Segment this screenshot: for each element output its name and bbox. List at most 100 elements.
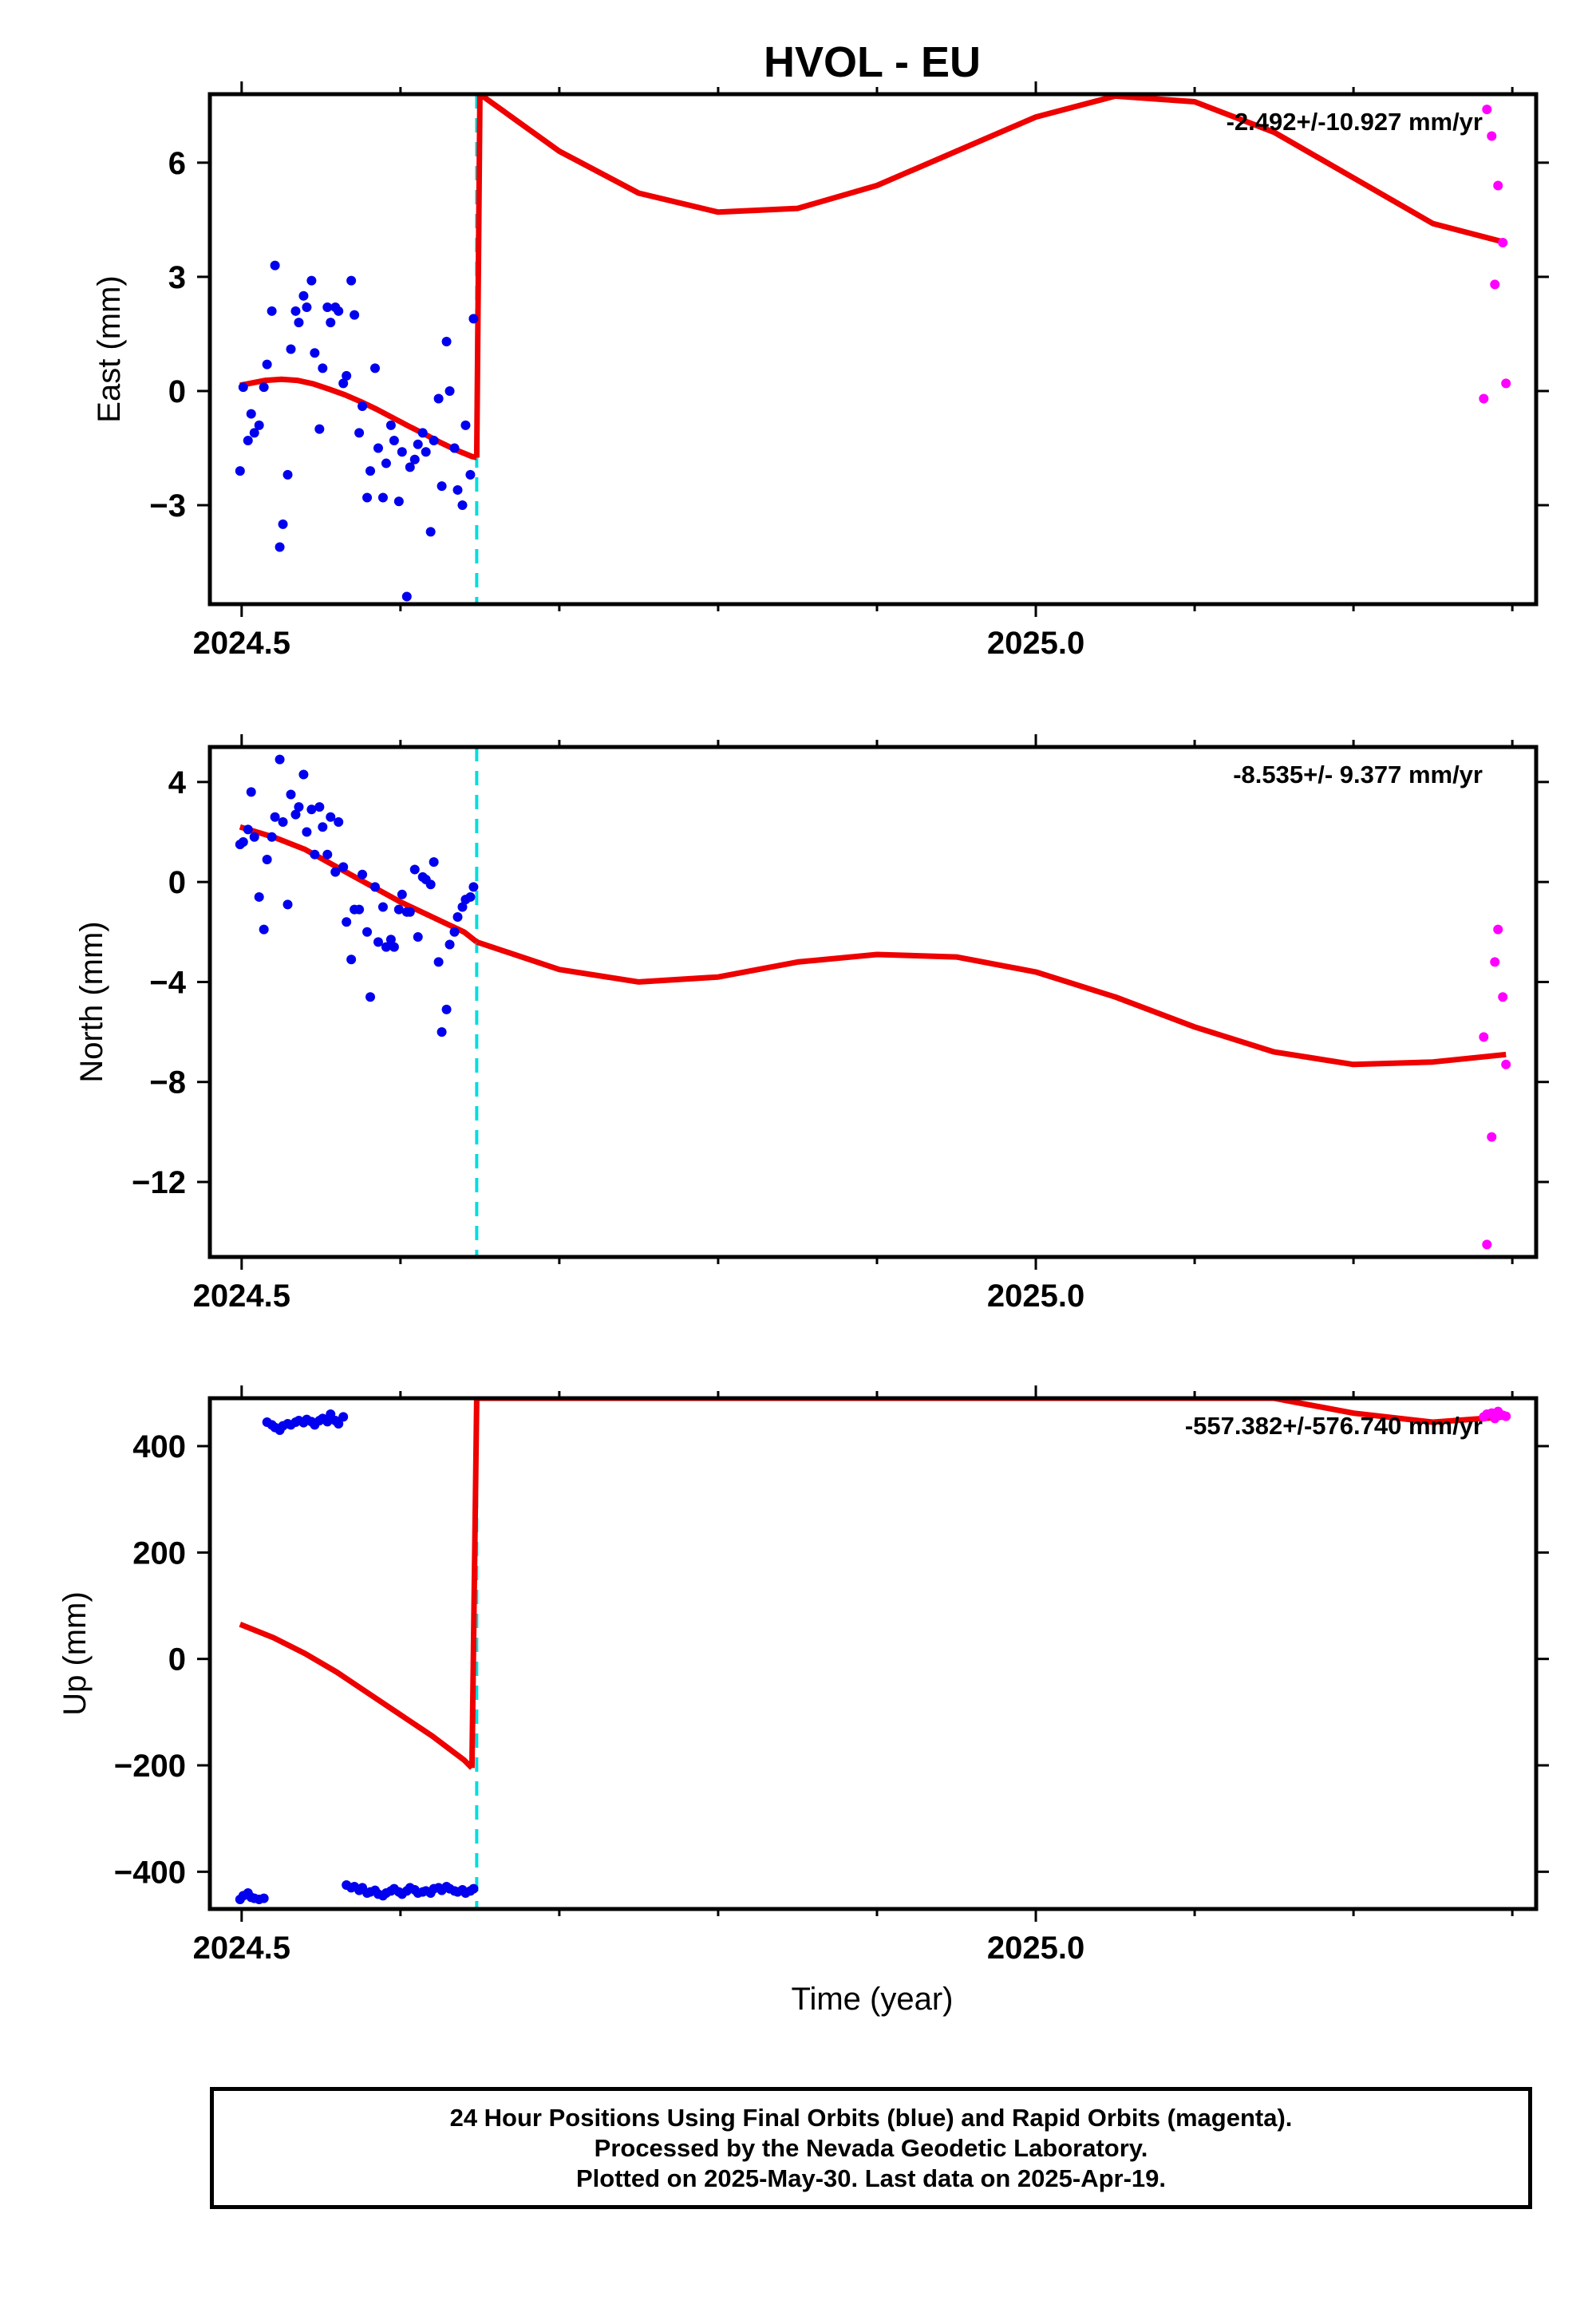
east-final-point: [401, 591, 412, 602]
north-final-point: [437, 1027, 447, 1037]
up-model-line-1: [239, 1622, 474, 1770]
north-rapid-point: [1482, 1239, 1492, 1250]
north-model-line-1: [239, 824, 479, 945]
north-final-point: [294, 802, 304, 812]
north-final-point: [468, 882, 479, 892]
north-rapid-point: [1498, 992, 1508, 1002]
footer-line-1: 24 Hour Positions Using Final Orbits (bl…: [449, 2103, 1293, 2132]
east-final-point: [362, 492, 373, 503]
north-y-tick-label: −8: [149, 1065, 186, 1101]
north-final-point: [298, 769, 309, 780]
east-final-point: [370, 363, 381, 373]
east-final-point: [334, 306, 344, 316]
north-y-tick-label: 4: [168, 765, 187, 800]
north-y-tick-label: −12: [132, 1165, 186, 1200]
north-final-point: [334, 816, 344, 827]
north-final-point: [373, 937, 383, 947]
east-final-point: [298, 290, 309, 301]
east-final-point: [243, 435, 253, 445]
east-final-point: [437, 481, 447, 492]
north-final-point: [365, 992, 376, 1002]
up-panel: 2024.5 2025.0 −400 −200 0 200 400 Up (mm) -557.3…: [57, 1385, 1549, 1966]
up-x-tick-label: 2025.0: [987, 1931, 1084, 1966]
east-final-point: [354, 428, 365, 438]
east-final-point: [302, 302, 312, 313]
north-final-point: [457, 902, 468, 912]
east-final-point: [267, 306, 277, 316]
up-final-point: [259, 1893, 269, 1903]
east-y-tick-label: 6: [168, 146, 186, 181]
north-final-point: [393, 904, 404, 915]
north-final-point: [322, 849, 333, 860]
up-final-point: [334, 1419, 344, 1429]
east-final-point: [452, 484, 463, 495]
north-final-point: [377, 902, 388, 912]
north-final-point: [259, 924, 269, 935]
up-y-tick-label: −200: [114, 1749, 186, 1784]
north-final-point: [465, 891, 476, 902]
east-final-point: [389, 435, 399, 445]
north-final-point: [358, 869, 368, 879]
north-rapid-point: [1479, 1032, 1489, 1042]
east-final-point: [270, 260, 280, 271]
north-final-point: [290, 809, 301, 820]
east-final-point: [318, 363, 328, 373]
north-final-point: [278, 816, 288, 827]
east-final-point: [433, 393, 444, 404]
north-final-point: [425, 879, 436, 890]
north-final-point: [302, 827, 312, 837]
north-y-tick-label: 0: [168, 865, 186, 900]
north-final-point: [326, 812, 336, 822]
north-final-point: [433, 957, 444, 967]
east-final-point: [314, 424, 325, 434]
up-data-layer: [235, 1398, 1511, 1909]
north-final-point: [254, 891, 264, 902]
footer-line-2: Processed by the Nevada Geodetic Laborat…: [594, 2133, 1148, 2162]
north-final-point: [389, 942, 399, 952]
north-final-point: [346, 954, 357, 965]
up-final-point: [338, 1412, 349, 1422]
north-final-point: [409, 864, 420, 875]
east-final-point: [238, 382, 248, 393]
east-final-point: [282, 469, 293, 480]
north-final-point: [354, 904, 365, 915]
north-final-point: [449, 927, 460, 937]
east-final-point: [365, 466, 376, 476]
east-final-point: [377, 492, 388, 503]
east-final-point: [262, 359, 272, 370]
north-final-point: [405, 907, 415, 917]
up-frame: [207, 1396, 1539, 1911]
north-x-tick-label: 2025.0: [987, 1279, 1084, 1314]
north-final-point: [342, 917, 352, 927]
north-final-point: [397, 889, 407, 899]
north-rapid-point: [1493, 924, 1503, 935]
east-final-point: [322, 302, 333, 313]
north-rapid-point: [1487, 1132, 1497, 1142]
east-y-axis-label: East (mm): [92, 275, 127, 422]
east-final-point: [326, 318, 336, 328]
north-final-point: [275, 754, 285, 765]
chart-title: HVOL - EU: [764, 38, 981, 86]
north-final-point: [249, 832, 259, 842]
east-final-point: [457, 500, 468, 511]
up-final-point: [322, 1417, 333, 1427]
east-final-point: [306, 275, 317, 286]
east-final-point: [294, 318, 304, 328]
east-x-tick-label: 2024.5: [193, 626, 290, 661]
north-final-point: [362, 927, 373, 937]
east-rapid-point: [1498, 237, 1508, 247]
east-final-point: [441, 336, 452, 346]
north-panel: 2024.5 2025.0 −12 −8 −4 0 4 North (mm) -8.535+/-…: [74, 734, 1549, 1314]
east-final-point: [409, 454, 420, 464]
north-final-point: [238, 837, 248, 848]
north-final-point: [286, 789, 296, 800]
north-final-point: [243, 824, 253, 835]
east-final-point: [249, 428, 259, 438]
north-final-point: [262, 854, 272, 864]
east-final-point: [429, 435, 439, 445]
north-final-point: [370, 882, 381, 892]
up-y-tick-label: 200: [132, 1535, 186, 1571]
east-rapid-point: [1482, 105, 1492, 115]
north-y-tick-label: −4: [149, 965, 186, 1000]
